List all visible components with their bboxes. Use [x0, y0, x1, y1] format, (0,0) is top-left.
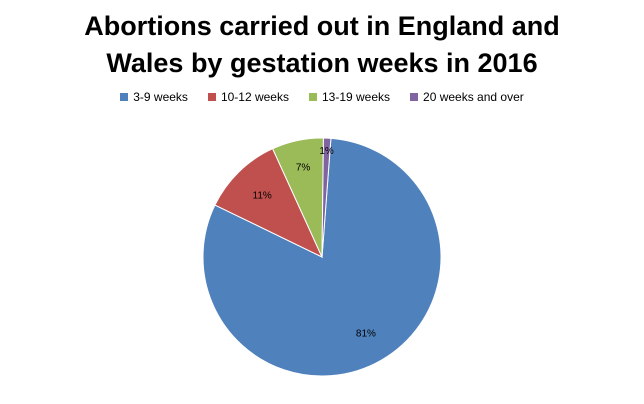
legend-item-13-19-weeks: 13-19 weeks: [308, 90, 391, 104]
legend-label: 10-12 weeks: [220, 90, 289, 104]
legend-swatch: [410, 93, 419, 101]
pie-slice-label: 1%: [319, 146, 334, 157]
pie-slice-label: 81%: [356, 328, 376, 339]
chart-title-line-1: Abortions carried out in England and: [84, 11, 560, 41]
chart-title: Abortions carried out in England and Wal…: [0, 8, 644, 82]
chart-legend: 3-9 weeks 10-12 weeks 13-19 weeks 20 wee…: [0, 90, 644, 104]
pie-slice-20-weeks-and-over: [321, 137, 332, 258]
pie-slice-label: 11%: [253, 191, 272, 202]
legend-swatch: [308, 93, 317, 101]
legend-label: 13-19 weeks: [321, 90, 391, 104]
legend-label: 20 weeks and over: [423, 90, 524, 104]
legend-label: 3-9 weeks: [133, 90, 188, 104]
legend-swatch: [207, 93, 216, 101]
legend-item-20-weeks-and-over: 20 weeks and over: [410, 90, 524, 104]
chart-title-line-2: Wales by gestation weeks in 2016: [106, 48, 538, 78]
legend-item-10-12-weeks: 10-12 weeks: [207, 90, 289, 104]
pie-slice-10-12-weeks: [214, 148, 324, 259]
pie-slice-label: 7%: [296, 162, 311, 173]
legend-item-3-9-weeks: 3-9 weeks: [120, 90, 188, 104]
legend-swatch: [120, 93, 129, 101]
